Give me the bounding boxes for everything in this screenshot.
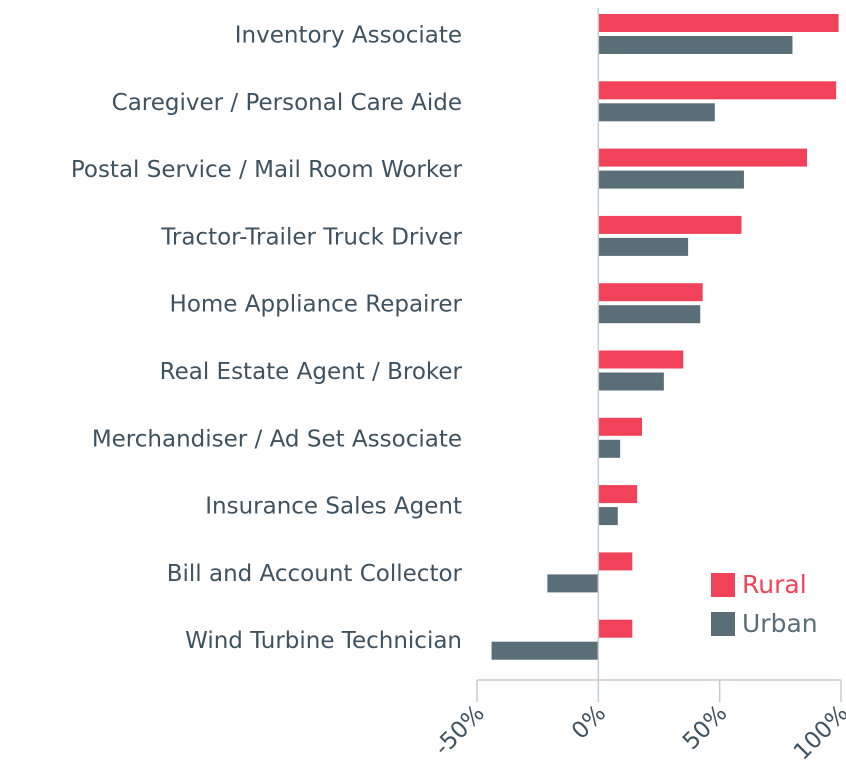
category-label: Home Appliance Repairer (170, 292, 463, 318)
x-tick-label: 100% (789, 700, 846, 765)
bar (598, 36, 793, 54)
legend-label: Rural (742, 570, 807, 599)
bar (598, 485, 638, 504)
bar (598, 552, 633, 571)
category-label: Postal Service / Mail Room Worker (71, 157, 463, 183)
bar (598, 305, 701, 324)
bar (598, 350, 684, 369)
bar (598, 439, 621, 458)
bar (598, 619, 633, 638)
x-tick-label: -50% (429, 700, 489, 760)
category-label: Wind Turbine Technician (185, 628, 462, 654)
bar (598, 81, 837, 100)
bar (598, 417, 643, 436)
bar (598, 237, 689, 256)
bar (598, 372, 664, 391)
bar (598, 507, 618, 526)
bar (598, 215, 742, 234)
legend-swatch (711, 573, 735, 597)
category-label: Merchandiser / Ad Set Associate (92, 426, 462, 452)
bar (598, 170, 744, 189)
legend-label: Urban (742, 609, 818, 638)
bar (598, 148, 808, 167)
bar (598, 103, 715, 122)
category-label: Real Estate Agent / Broker (160, 359, 463, 385)
category-label: Inventory Associate (235, 23, 462, 49)
bar (598, 283, 703, 302)
legend-swatch (711, 612, 735, 636)
category-label: Insurance Sales Agent (205, 494, 462, 520)
category-label: Bill and Account Collector (167, 561, 463, 587)
bar (547, 574, 599, 593)
x-tick-label: 50% (678, 700, 733, 755)
category-label: Tractor-Trailer Truck Driver (160, 224, 462, 250)
bar (598, 14, 839, 32)
bar (491, 641, 599, 660)
x-tick-label: 0% (567, 700, 611, 744)
category-label: Caregiver / Personal Care Aide (112, 90, 462, 116)
